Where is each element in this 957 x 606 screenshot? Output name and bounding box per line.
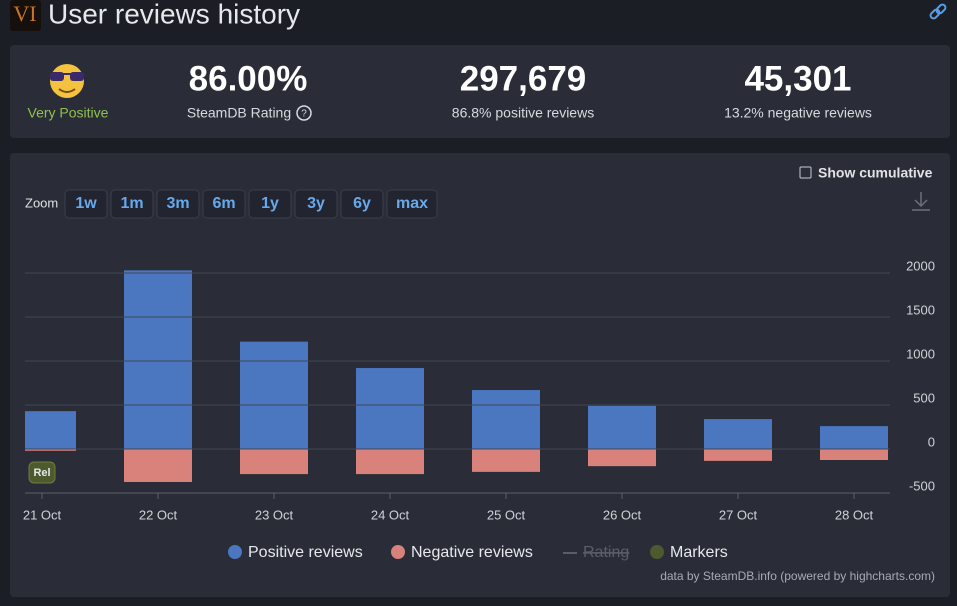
zoom-button-label[interactable]: 1m [120, 195, 143, 212]
x-tick-label: 26 Oct [603, 507, 642, 522]
y-tick-label: -500 [909, 478, 935, 493]
bar [588, 405, 656, 449]
positive-label: 86.8% positive reviews [452, 105, 594, 121]
zoom-button-label[interactable]: 1w [75, 195, 97, 212]
bar [124, 270, 192, 449]
x-tick-label: 23 Oct [255, 507, 294, 522]
zoom-button[interactable] [64, 189, 108, 219]
summary-card [10, 45, 950, 138]
bar [820, 449, 888, 460]
chart-card [10, 153, 950, 597]
legend-label[interactable]: Negative reviews [411, 544, 533, 561]
zoom-button[interactable] [294, 189, 338, 219]
x-tick-label: 24 Oct [371, 507, 410, 522]
bar [704, 419, 772, 449]
zoom-button-label[interactable]: 6m [212, 195, 235, 212]
marker-label: Rel [33, 467, 50, 479]
legend-swatch[interactable] [228, 545, 242, 559]
zoom-button[interactable] [156, 189, 200, 219]
marker [28, 461, 56, 484]
page-title: User reviews history [48, 0, 300, 29]
zoom-button-label[interactable]: 3m [166, 195, 189, 212]
legend-swatch[interactable] [391, 545, 405, 559]
x-tick-label: 22 Oct [139, 507, 178, 522]
bar [25, 411, 76, 449]
bar [820, 426, 888, 449]
zoom-button[interactable] [202, 189, 246, 219]
rating-label: SteamDB Rating [187, 105, 291, 121]
y-tick-label: 1500 [906, 302, 935, 317]
negative-total: 45,301 [744, 59, 851, 98]
y-tick-label: 2000 [906, 258, 935, 273]
credits[interactable]: data by SteamDB.info (powered by highcha… [660, 569, 935, 583]
bar [356, 368, 424, 449]
bar [588, 449, 656, 467]
y-tick-label: 500 [913, 390, 935, 405]
zoom-button[interactable] [386, 189, 438, 219]
bar [124, 449, 192, 482]
bar [356, 449, 424, 475]
legend-label[interactable]: Positive reviews [248, 544, 363, 561]
zoom-button-label[interactable]: max [396, 195, 428, 212]
y-tick-label: 0 [928, 434, 935, 449]
positive-total: 297,679 [460, 59, 587, 98]
y-tick-label: 1000 [906, 346, 935, 361]
x-tick-label: 25 Oct [487, 507, 526, 522]
bar [240, 449, 308, 475]
bar [704, 449, 772, 461]
rating: 86.00% [189, 59, 308, 98]
bar [25, 449, 76, 451]
x-tick-label: 21 Oct [23, 507, 62, 522]
plot [25, 270, 888, 482]
svg-text:?: ? [301, 109, 307, 120]
zoom-button-label[interactable]: 3y [307, 195, 325, 212]
link-icon[interactable] [929, 3, 947, 20]
legend-swatch[interactable] [650, 545, 664, 559]
negative-label: 13.2% negative reviews [724, 105, 872, 121]
zoom-button-label[interactable]: 1y [261, 195, 279, 212]
zoom-button[interactable] [110, 189, 154, 219]
zoom-label: Zoom [25, 195, 58, 210]
zoom-button[interactable] [340, 189, 384, 219]
logo: VI [13, 1, 36, 26]
rating-word: Very Positive [28, 105, 109, 121]
bar [240, 341, 308, 449]
bar [472, 449, 540, 472]
zoom-button[interactable] [248, 189, 292, 219]
bar [472, 390, 540, 449]
x-tick-label: 27 Oct [719, 507, 758, 522]
x-tick-label: 28 Oct [835, 507, 874, 522]
emoji [50, 64, 84, 98]
cumulative-label[interactable]: Show cumulative [818, 165, 933, 181]
help-icon[interactable]: ? [296, 105, 312, 121]
cumulative-checkbox[interactable] [799, 166, 812, 179]
legend-label[interactable]: Markers [670, 544, 728, 561]
download-icon[interactable] [912, 192, 930, 211]
legend-label[interactable]: Rating [583, 544, 629, 561]
logo-box [10, 0, 41, 31]
zoom-button-label[interactable]: 6y [353, 195, 371, 212]
